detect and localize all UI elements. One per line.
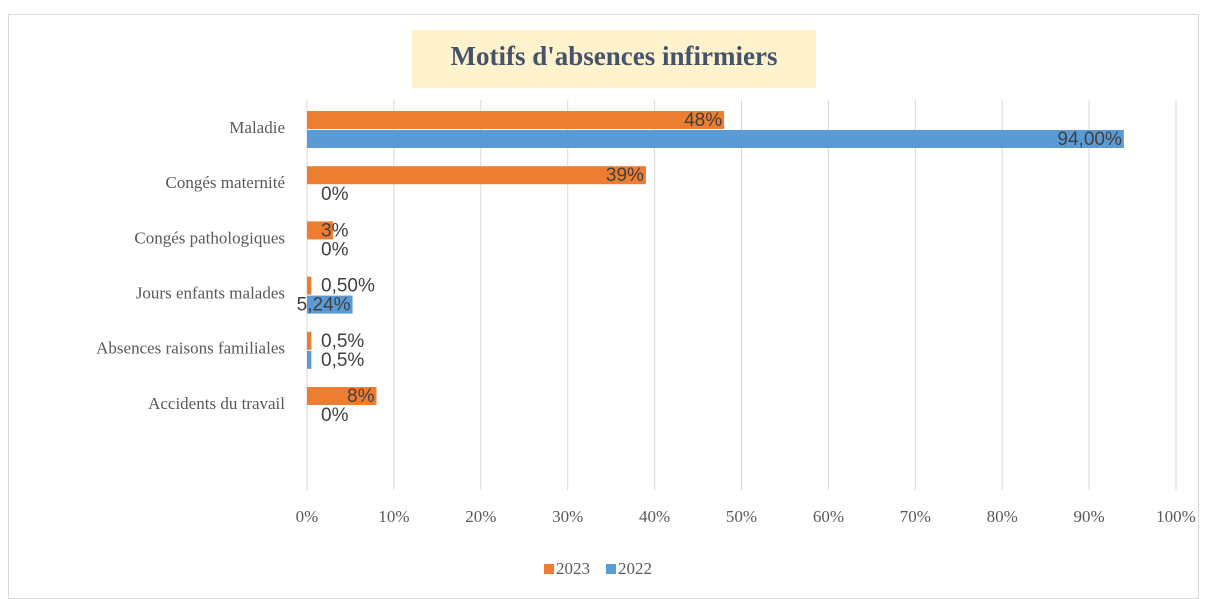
x-tick-label: 40% [639, 507, 670, 526]
value-label: 39% [606, 165, 644, 186]
value-label: 0,50% [321, 276, 375, 297]
value-label: 5,24% [297, 295, 351, 316]
y-tick-label: Maladie [229, 118, 285, 137]
bar [307, 276, 312, 295]
value-label: 0,5% [321, 331, 364, 352]
y-tick-label: Absences raisons familiales [96, 339, 285, 358]
bar [307, 221, 334, 240]
x-tick-label: 100% [1156, 507, 1196, 526]
value-label: 48% [684, 110, 722, 131]
x-tick-label: 0% [296, 507, 319, 526]
bar [307, 111, 725, 129]
x-tick-label: 80% [987, 507, 1018, 526]
x-tick-label: 90% [1074, 507, 1105, 526]
bar [307, 387, 377, 405]
bar [307, 166, 646, 185]
y-tick-label: Congés pathologiques [134, 228, 285, 247]
y-tick-label: Jours enfants malades [136, 284, 285, 303]
value-label: 0% [321, 239, 349, 260]
value-label: 94,00% [1057, 129, 1122, 150]
chart-title: Motifs d'absences infirmiers [451, 41, 778, 71]
y-tick-label: Congés maternité [166, 173, 285, 192]
bar [307, 350, 312, 369]
chart-frame [8, 14, 1199, 599]
legend-swatch [606, 564, 616, 574]
legend-label: 2022 [618, 559, 652, 578]
value-label: 3% [321, 220, 349, 241]
bar [307, 130, 1124, 148]
legend-swatch [544, 564, 554, 574]
title-box [412, 30, 816, 88]
x-tick-label: 60% [813, 507, 844, 526]
value-label: 0,5% [321, 350, 364, 371]
legend-label: 2023 [556, 559, 590, 578]
value-label: 0% [321, 184, 349, 205]
bar [307, 331, 312, 350]
x-tick-label: 20% [465, 507, 496, 526]
x-tick-label: 10% [378, 507, 409, 526]
y-tick-label: Accidents du travail [148, 394, 285, 413]
value-label: 0% [321, 405, 349, 426]
x-tick-label: 50% [726, 507, 757, 526]
bar [307, 295, 353, 314]
x-tick-label: 70% [900, 507, 931, 526]
x-tick-label: 30% [552, 507, 583, 526]
value-label: 8% [347, 386, 375, 407]
